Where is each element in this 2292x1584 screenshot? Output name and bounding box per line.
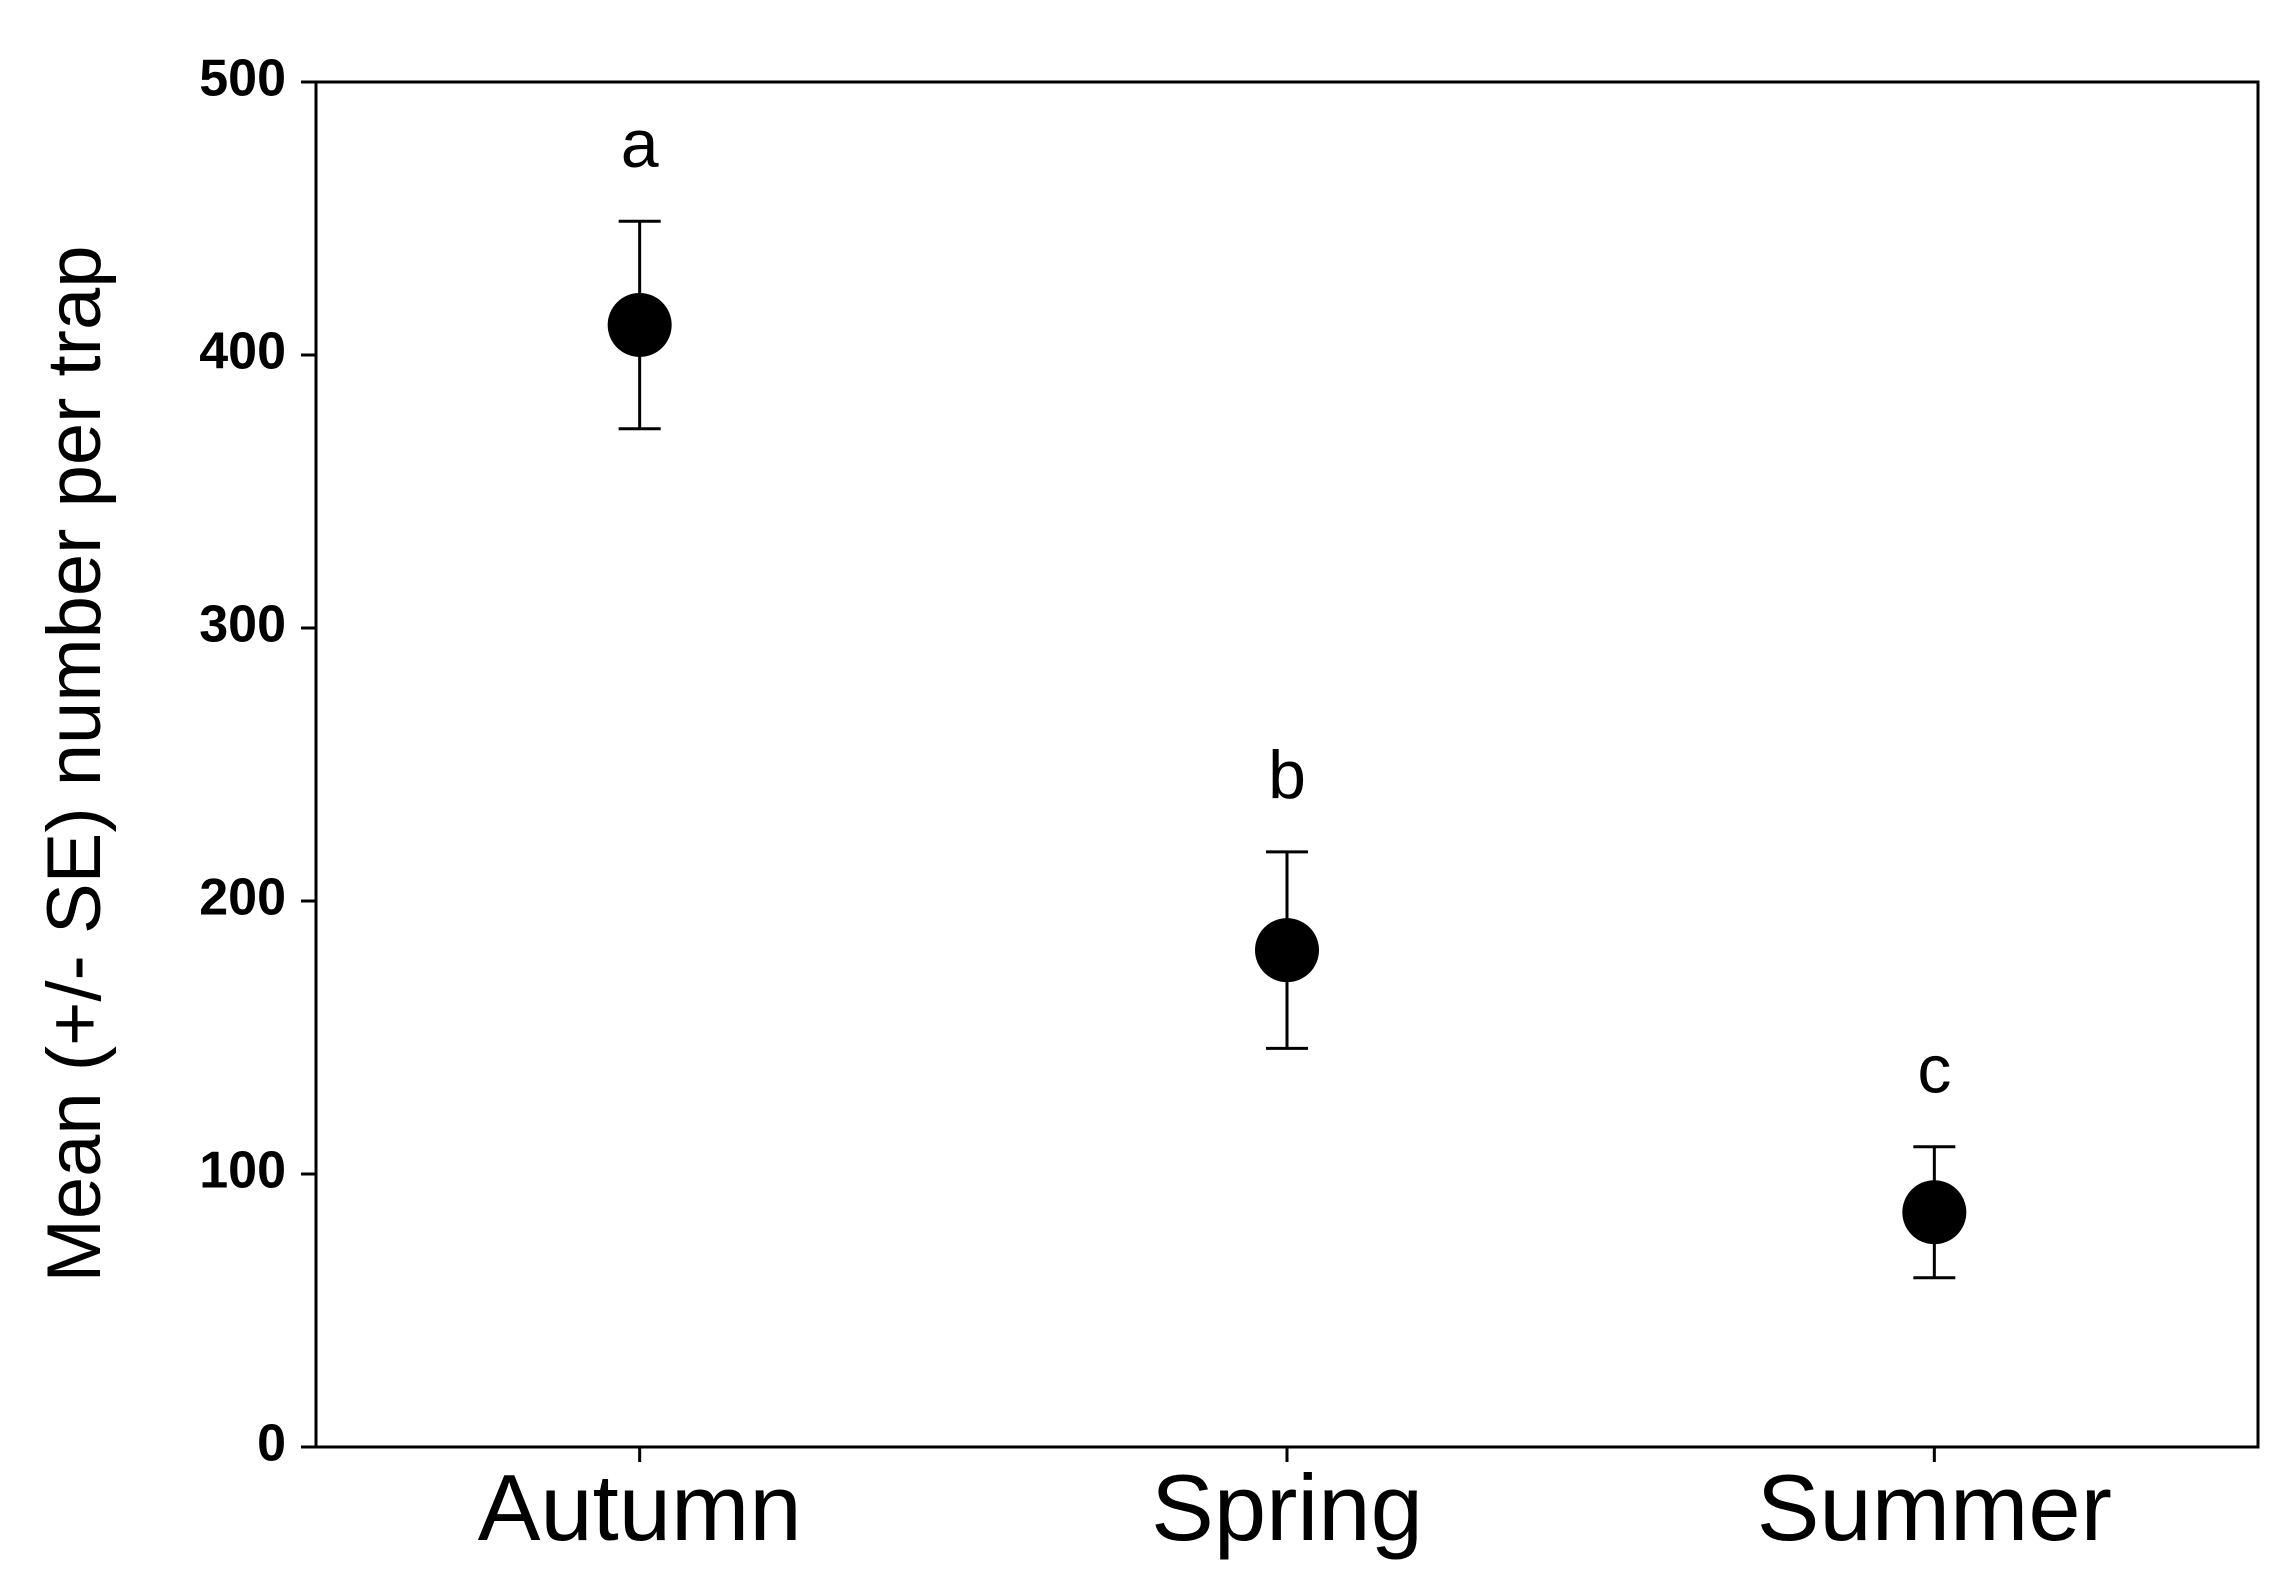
y-tick-label: 0 <box>257 1415 286 1473</box>
y-tick-label: 200 <box>199 869 286 927</box>
x-tick-label: Summer <box>1757 1455 2112 1560</box>
point <box>607 292 672 357</box>
y-tick-label: 100 <box>199 1142 286 1200</box>
y-tick-label: 400 <box>199 323 286 381</box>
annotation: b <box>1268 737 1306 813</box>
y-tick-label: 300 <box>199 596 286 654</box>
x-tick-label: Autumn <box>478 1455 802 1560</box>
x-tick-label: Spring <box>1151 1455 1423 1560</box>
point <box>1902 1180 1967 1245</box>
annotation: a <box>621 106 659 182</box>
y-axis-label: Mean (+/- SE) number per trap <box>32 246 117 1283</box>
annotation: c <box>1917 1032 1951 1108</box>
point <box>1255 918 1319 983</box>
y-tick-label: 500 <box>199 50 286 108</box>
